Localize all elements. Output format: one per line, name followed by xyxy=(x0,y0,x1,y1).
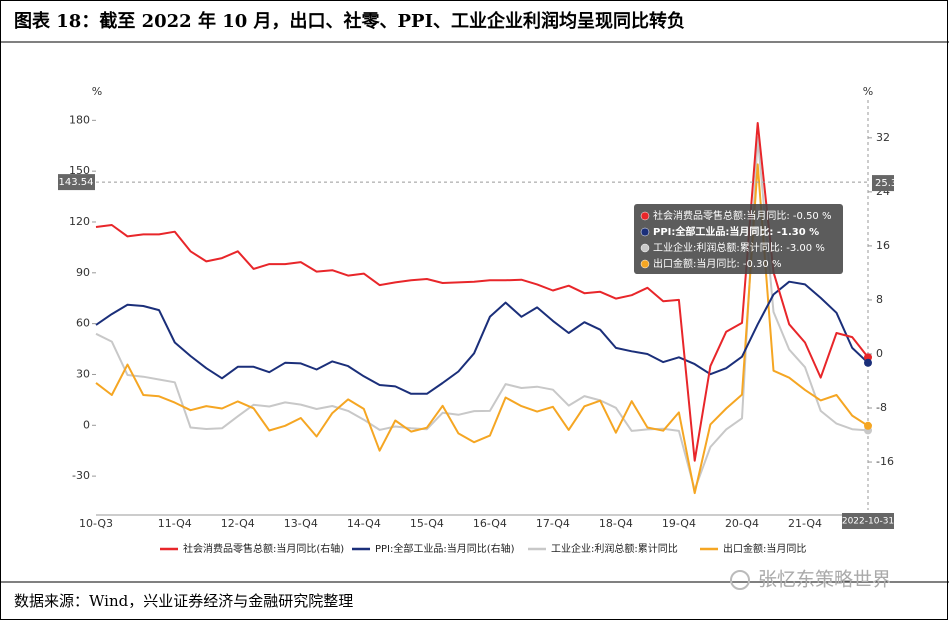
cursor-x-label: 2022-10-31 xyxy=(842,517,894,527)
legend-label: 社会消费品零售总额:当月同比(右轴) xyxy=(183,542,344,555)
x-tick-label: 14-Q4 xyxy=(347,517,381,530)
cursor-x-flag xyxy=(842,513,894,529)
series-line xyxy=(95,136,869,491)
tooltip-dot xyxy=(640,259,650,269)
tooltip-item: 工业企业:利润总额:累计同比: -3.00 % xyxy=(653,241,825,254)
point xyxy=(864,421,872,430)
y2-tick-label: 8 xyxy=(876,293,883,306)
cursor-y-flag xyxy=(58,174,95,191)
x-tick-label: 18-Q4 xyxy=(599,517,633,530)
tooltip-dot xyxy=(640,211,650,221)
y2-tick-label: 32 xyxy=(876,131,890,144)
y2-tick-label: -8 xyxy=(876,401,887,414)
y-tick-label: 60 xyxy=(76,317,90,330)
tooltip-item: 出口金额:当月同比: -0.30 % xyxy=(653,257,781,270)
cursor-y2-label: 25.3 xyxy=(875,178,897,189)
source: 数据来源：Wind，兴业证券经济与金融研究院整理 xyxy=(14,592,353,610)
x-tick-label: 11-Q4 xyxy=(158,517,192,530)
legend-label: 工业企业:利润总额:累计同比 xyxy=(551,542,678,555)
point xyxy=(864,358,872,367)
y2-tick-label: -16 xyxy=(876,455,894,468)
x-tick-label: 19-Q4 xyxy=(662,517,696,530)
x-tick-label: 10-Q3 xyxy=(79,517,113,530)
tooltip-dot xyxy=(640,227,650,237)
y2-tick-label: 0 xyxy=(876,347,883,360)
legend-label: 出口金额:当月同比 xyxy=(723,542,806,555)
series-line xyxy=(95,122,869,462)
x-tick-label: 15-Q4 xyxy=(410,517,444,530)
x-tick-label: 12-Q4 xyxy=(221,517,255,530)
title: 图表 18：截至 2022 年 10 月，出口、社零、PPI、工业企业利润均呈现… xyxy=(14,10,685,32)
y-tick-label: 120 xyxy=(69,215,90,228)
cursor-y2-flag xyxy=(872,175,894,192)
series-line xyxy=(95,280,869,395)
x-tick-label: 21-Q4 xyxy=(788,517,822,530)
y-tick-label: -30 xyxy=(72,469,90,482)
y2-unit: % xyxy=(863,85,873,98)
y-tick-label: 180 xyxy=(69,113,90,126)
watermark-icon xyxy=(730,570,750,590)
x-tick-label: 20-Q4 xyxy=(725,517,759,530)
y-tick-label: 90 xyxy=(76,266,90,279)
watermark: 张忆东策略世界 xyxy=(758,569,891,591)
legend-label: PPI:全部工业品:当月同比(右轴) xyxy=(375,542,515,555)
tooltip xyxy=(634,204,843,274)
x-tick-label: 13-Q4 xyxy=(284,517,318,530)
tooltip-item: PPI:全部工业品:当月同比: -1.30 % xyxy=(653,225,819,238)
x-tick-label: 17-Q4 xyxy=(536,517,570,530)
y2-tick-label: 16 xyxy=(876,239,890,252)
cursor-y-label: 143.54 xyxy=(59,177,94,188)
y-tick-label: 150 xyxy=(69,164,90,177)
tooltip-item: 社会消费品零售总额:当月同比: -0.50 % xyxy=(653,209,831,222)
tooltip-dot xyxy=(640,243,650,253)
y-tick-label: 0 xyxy=(83,418,90,431)
y-unit: % xyxy=(92,85,102,98)
x-tick-label: 16-Q4 xyxy=(473,517,507,530)
y-tick-label: 30 xyxy=(76,367,90,380)
series-line xyxy=(95,163,869,495)
